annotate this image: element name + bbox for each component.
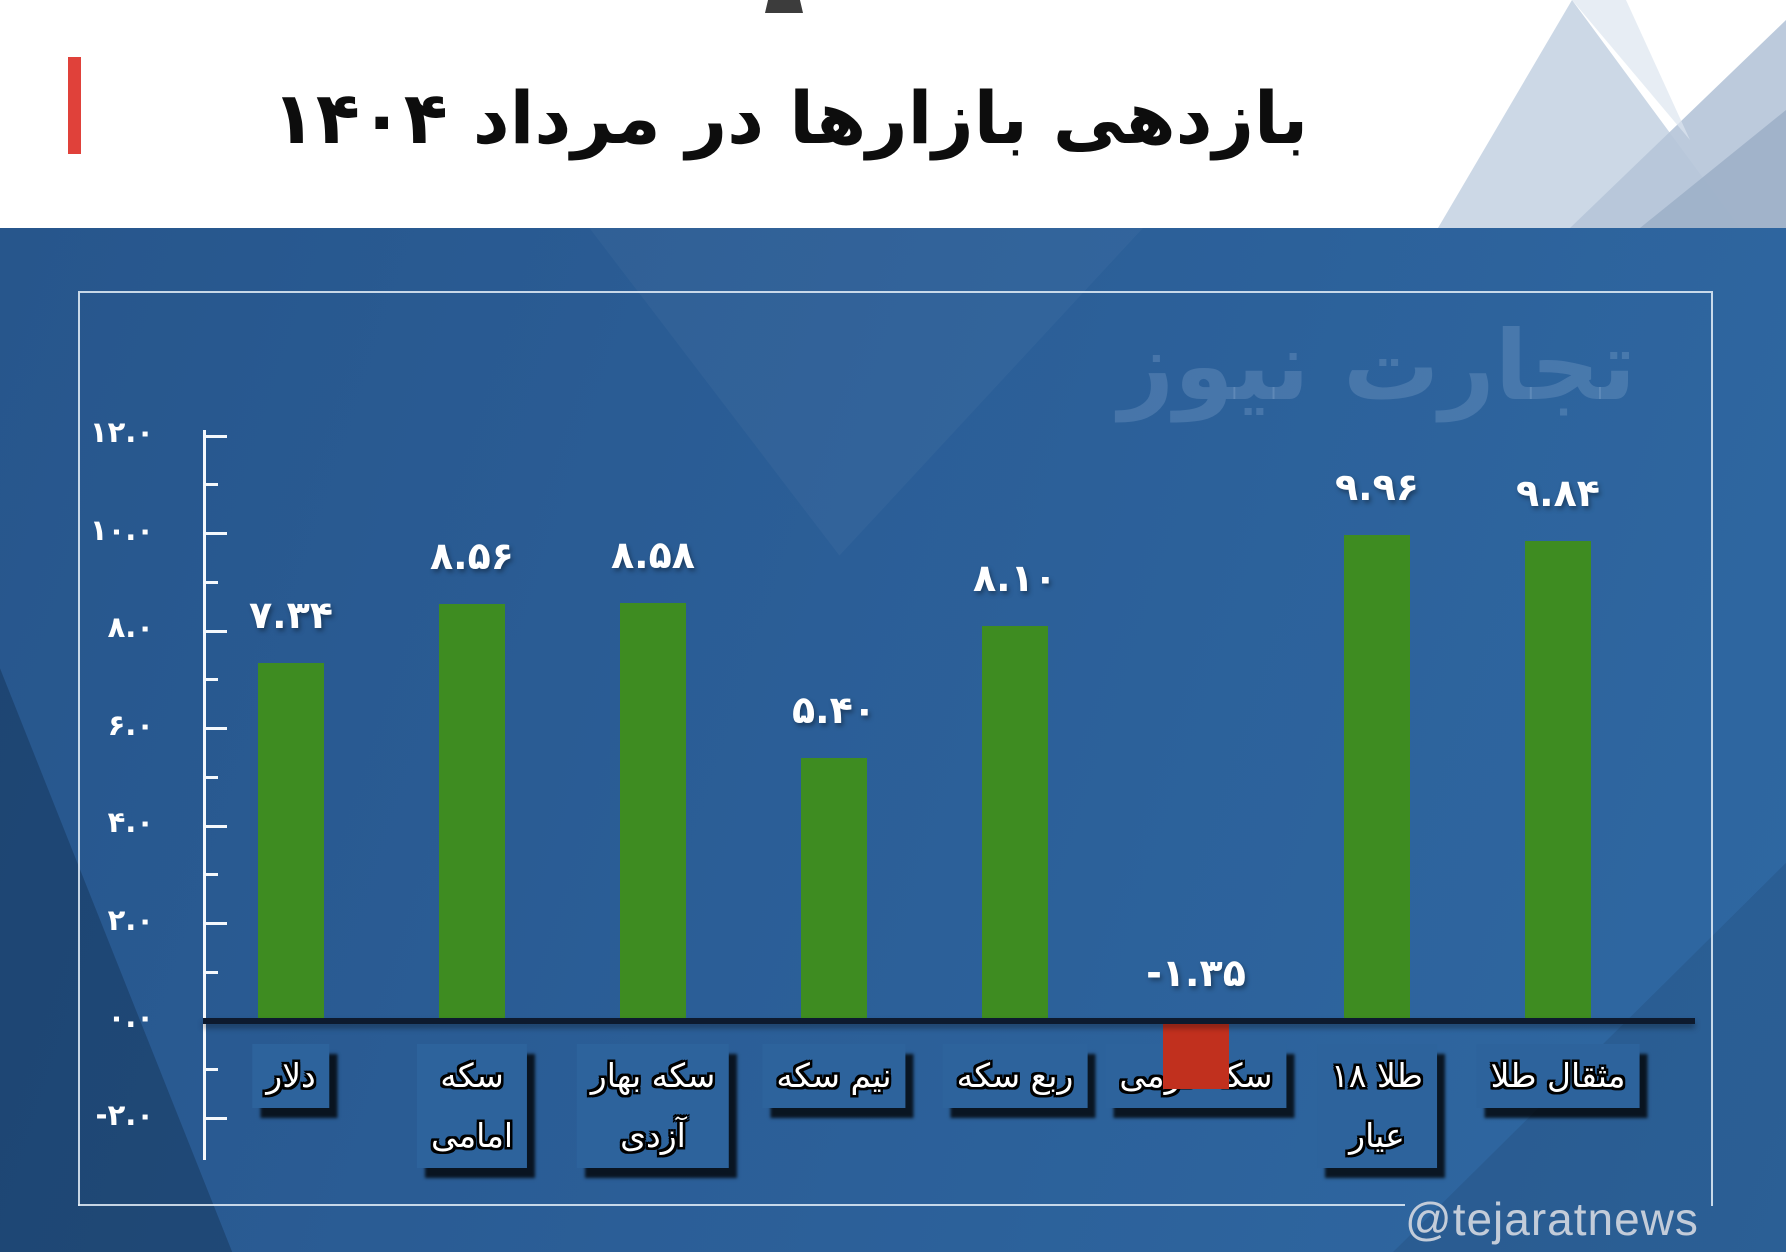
y-axis-major-tick: [205, 629, 227, 633]
bar-positive: [439, 603, 505, 1021]
y-axis-tick-label: ۸.۰: [107, 610, 154, 644]
category-label-text: امامی: [430, 1116, 514, 1155]
y-axis-tick-label: ۶.۰: [107, 707, 154, 742]
top-crop-mark: [765, 0, 803, 13]
category-label-text: ربع سکه: [956, 1056, 1074, 1095]
y-axis-major-tick: [205, 922, 227, 925]
y-axis-tick-label: ۲.۰: [107, 902, 154, 937]
y-axis-minor-tick: [205, 1068, 218, 1072]
watermark-logo: تجارت نیوز: [1118, 310, 1636, 422]
bar-value-label: ۹.۹۶: [1334, 465, 1419, 510]
y-axis-major-tick: [205, 434, 227, 438]
bar-positive: [982, 626, 1048, 1021]
category-label-text: سکه بهار: [590, 1056, 716, 1095]
y-axis-major-tick: [205, 727, 227, 730]
category-label-text: عیار: [1349, 1116, 1405, 1155]
y-axis-major-tick: [205, 532, 227, 535]
bar-value-label: -۱.۳۵: [1146, 951, 1246, 995]
category-label-box: سکه امامی: [416, 1044, 528, 1168]
bar-negative: [1163, 1023, 1229, 1089]
category-label-box: نیم سکه: [762, 1044, 906, 1108]
y-axis-minor-tick: [205, 775, 218, 779]
bar-positive: [620, 602, 686, 1021]
page-title: بازدهی بازارها در مرداد ۱۴۰۴: [271, 76, 1309, 161]
y-axis-minor-tick: [205, 873, 218, 877]
y-axis-tick-label: ۰.۰: [107, 1000, 154, 1034]
y-axis-minor-tick: [205, 580, 218, 584]
bar-positive: [258, 663, 324, 1021]
category-label-text: سکه: [440, 1056, 504, 1095]
decorative-triangles: [1438, 0, 1786, 228]
bar-value-label: ۵.۴۰: [791, 687, 876, 732]
category-label-text: دلار: [266, 1056, 316, 1095]
zero-baseline: [203, 1018, 1695, 1024]
y-axis-minor-tick: [205, 483, 218, 487]
category-label-box: ربع سکه: [942, 1044, 1088, 1108]
category-label-box: مثقال طلا: [1476, 1044, 1640, 1108]
y-axis-line: [203, 430, 206, 1160]
chart-frame-border-bottom: [78, 1204, 1405, 1206]
y-axis-tick-label: ۱۰.۰: [89, 512, 154, 547]
category-label-box: طلا ۱۸ عیار: [1317, 1044, 1437, 1168]
category-label-box: دلار: [252, 1044, 330, 1108]
y-axis-tick-label: -۲.۰: [95, 1097, 154, 1132]
y-axis-minor-tick: [205, 678, 218, 682]
bar-value-label: ۸.۱۰: [972, 556, 1057, 601]
social-handle: @tejaratnews: [1405, 1193, 1699, 1245]
y-axis-tick-label: ۱۲.۰: [89, 415, 154, 449]
y-axis-major-tick: [205, 1117, 227, 1120]
y-axis-minor-tick: [205, 970, 218, 974]
bar-value-label: ۷.۳۴: [248, 593, 333, 638]
category-label-text: آزدی: [620, 1116, 686, 1155]
bar-value-label: ۹.۸۴: [1515, 471, 1600, 516]
bar-value-label: ۸.۵۶: [429, 533, 514, 578]
category-label-box: سکه بهار آزدی: [576, 1044, 730, 1168]
bar-value-label: ۸.۵۸: [610, 532, 695, 577]
category-label-text: مثقال طلا: [1490, 1056, 1626, 1095]
y-axis-major-tick: [205, 824, 227, 828]
bar-positive: [801, 757, 867, 1021]
category-label-text: نیم سکه: [776, 1056, 892, 1095]
chart-frame-border: [78, 291, 1713, 1206]
title-accent-bar: [68, 57, 81, 154]
bar-positive: [1344, 535, 1410, 1021]
bar-positive: [1525, 541, 1591, 1021]
y-axis-tick-label: ۴.۰: [107, 805, 154, 839]
category-label-text: طلا ۱۸: [1331, 1056, 1423, 1095]
